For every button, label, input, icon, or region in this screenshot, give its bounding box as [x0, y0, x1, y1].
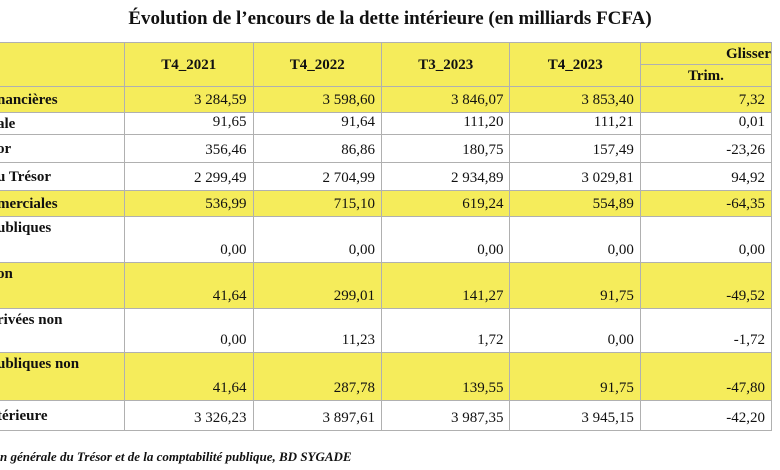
- cell-t3-2023: 3 846,07: [380, 86, 511, 113]
- cell-t4-2022: 3 897,61: [252, 400, 383, 431]
- header-blank: [0, 42, 126, 87]
- row-label: or: [0, 134, 126, 163]
- header-trim: Trim.: [639, 64, 773, 87]
- row-label: nancières: [0, 86, 126, 113]
- header-t4-2022: T4_2022: [252, 42, 383, 87]
- cell-t4-2021: 41,64: [124, 262, 254, 309]
- header-t4-2021: T4_2021: [124, 42, 254, 87]
- cell-t4-2021: 0,00: [124, 308, 254, 353]
- row-label: ale: [0, 112, 126, 135]
- table-row: or 356,46 86,86 180,75 157,49 -23,26: [0, 134, 773, 163]
- cell-t4-2023: 0,00: [509, 308, 641, 353]
- cell-t4-2023: 111,21: [509, 112, 641, 135]
- cell-trim: -47,80: [639, 352, 773, 401]
- header-t4-2023: T4_2023: [509, 42, 641, 87]
- cell-t4-2022: 299,01: [252, 262, 383, 309]
- cell-t4-2021: 536,99: [124, 190, 254, 217]
- cell-t4-2021: 3 284,59: [124, 86, 254, 113]
- header-glissement: Glisser: [639, 42, 773, 65]
- cell-t3-2023: 141,27: [380, 262, 511, 309]
- cell-trim: -64,35: [639, 190, 773, 217]
- cell-trim: 0,01: [639, 112, 773, 135]
- cell-t4-2021: 2 299,49: [124, 162, 254, 191]
- cell-t3-2023: 619,24: [380, 190, 511, 217]
- header-t3-2023: T3_2023: [380, 42, 511, 87]
- table-row: nancières 3 284,59 3 598,60 3 846,07 3 8…: [0, 86, 773, 113]
- cell-t3-2023: 0,00: [380, 216, 511, 263]
- cell-t4-2021: 3 326,23: [124, 400, 254, 431]
- row-label: térieure: [0, 400, 126, 431]
- cell-trim: 0,00: [639, 216, 773, 263]
- cell-t4-2023: 3 029,81: [509, 162, 641, 191]
- table-row: merciales 536,99 715,10 619,24 554,89 -6…: [0, 190, 773, 217]
- cell-t4-2023: 3 853,40: [509, 86, 641, 113]
- cell-t4-2021: 0,00: [124, 216, 254, 263]
- cell-t4-2022: 287,78: [252, 352, 383, 401]
- debt-table: T4_2021 T4_2022 T3_2023 T4_2023 Glisser …: [0, 42, 773, 431]
- cell-trim: -1,72: [639, 308, 773, 353]
- cell-trim: -49,52: [639, 262, 773, 309]
- cell-trim: -42,20: [639, 400, 773, 431]
- cell-t4-2023: 157,49: [509, 134, 641, 163]
- row-label: on: [0, 262, 126, 309]
- cell-t4-2021: 41,64: [124, 352, 254, 401]
- source-note: n générale du Trésor et de la comptabili…: [0, 449, 352, 464]
- table-title: Évolution de l’encours de la dette intér…: [128, 8, 652, 29]
- cell-t4-2022: 91,64: [252, 112, 383, 135]
- table-row: rivées non 0,00 11,23 1,72 0,00 -1,72: [0, 308, 773, 353]
- table-row: ale 91,65 91,64 111,20 111,21 0,01: [0, 112, 773, 135]
- table-row: on 41,64 299,01 141,27 91,75 -49,52: [0, 262, 773, 309]
- cell-t4-2021: 356,46: [124, 134, 254, 163]
- cell-trim: -23,26: [639, 134, 773, 163]
- cell-t3-2023: 139,55: [380, 352, 511, 401]
- cell-t3-2023: 3 987,35: [380, 400, 511, 431]
- table-row: térieure 3 326,23 3 897,61 3 987,35 3 94…: [0, 400, 773, 431]
- cell-t3-2023: 2 934,89: [380, 162, 511, 191]
- cell-t3-2023: 1,72: [380, 308, 511, 353]
- cell-trim: 7,32: [639, 86, 773, 113]
- cell-t3-2023: 111,20: [380, 112, 511, 135]
- cell-t4-2023: 554,89: [509, 190, 641, 217]
- row-label: merciales: [0, 190, 126, 217]
- table-row: u Trésor 2 299,49 2 704,99 2 934,89 3 02…: [0, 162, 773, 191]
- cell-t4-2023: 91,75: [509, 262, 641, 309]
- cell-t4-2022: 715,10: [252, 190, 383, 217]
- cell-t3-2023: 180,75: [380, 134, 511, 163]
- row-label: u Trésor: [0, 162, 126, 191]
- cell-t4-2022: 3 598,60: [252, 86, 383, 113]
- cell-t4-2022: 11,23: [252, 308, 383, 353]
- cell-t4-2023: 0,00: [509, 216, 641, 263]
- row-label: ubliques: [0, 216, 126, 263]
- cell-t4-2021: 91,65: [124, 112, 254, 135]
- table-row: ubliques non 41,64 287,78 139,55 91,75 -…: [0, 352, 773, 401]
- cell-t4-2022: 2 704,99: [252, 162, 383, 191]
- table-row: ubliques 0,00 0,00 0,00 0,00 0,00: [0, 216, 773, 263]
- cell-t4-2023: 91,75: [509, 352, 641, 401]
- cell-t4-2023: 3 945,15: [509, 400, 641, 431]
- row-label: ubliques non: [0, 352, 126, 401]
- row-label: rivées non: [0, 308, 126, 353]
- cell-trim: 94,92: [639, 162, 773, 191]
- cell-t4-2022: 86,86: [252, 134, 383, 163]
- cell-t4-2022: 0,00: [252, 216, 383, 263]
